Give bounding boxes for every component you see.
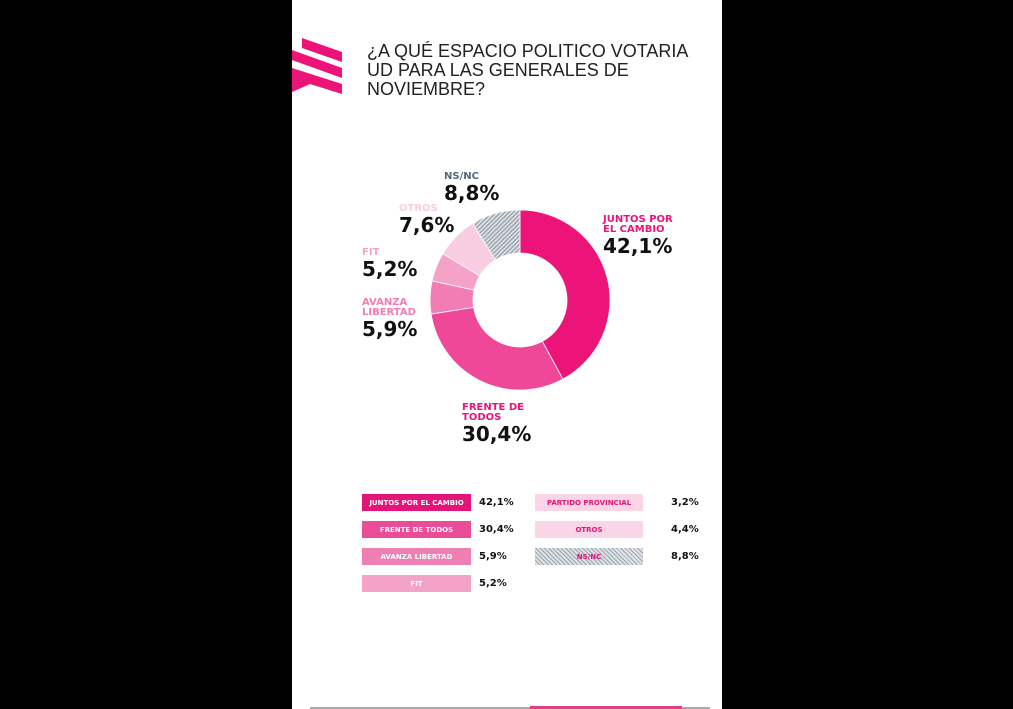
- legend-value: 4,4%: [671, 524, 699, 535]
- label-frente: FRENTE DE TODOS 30,4%: [462, 402, 532, 446]
- legend-value: 5,9%: [479, 551, 507, 562]
- divider: [310, 707, 710, 709]
- legend-swatch: NS/NC: [535, 548, 643, 565]
- legend-value: 30,4%: [479, 524, 514, 535]
- legend-value: 3,2%: [671, 497, 699, 508]
- legend-swatch: FRENTE DE TODOS: [362, 521, 471, 538]
- legend-swatch: AVANZA LIBERTAD: [362, 548, 471, 565]
- label-juntos: JUNTOS POR EL CAMBIO 42,1%: [603, 214, 673, 258]
- label-nsnc: NS/NC 8,8%: [444, 171, 500, 205]
- slice-ns-nc: [472, 209, 521, 261]
- legend-value: 5,2%: [479, 578, 507, 589]
- divider-accent: [530, 706, 682, 709]
- label-fit: FIT 5,2%: [362, 247, 418, 281]
- label-avanza: AVANZA LIBERTAD 5,9%: [362, 297, 418, 341]
- legend-swatch: FIT: [362, 575, 471, 592]
- legend-value: 8,8%: [671, 551, 699, 562]
- infographic-panel: ¿A QUÉ ESPACIO POLITICO VOTARIA UD PARA …: [292, 0, 722, 709]
- label-otros: OTROS 7,6%: [399, 203, 455, 237]
- chart-title: ¿A QUÉ ESPACIO POLITICO VOTARIA UD PARA …: [367, 41, 688, 99]
- legend-swatch: OTROS: [535, 521, 643, 538]
- legend-swatch: JUNTOS POR EL CAMBIO: [362, 494, 471, 511]
- legend-value: 42,1%: [479, 497, 514, 508]
- donut-chart: [429, 209, 611, 391]
- legend-swatch: PARTIDO PROVINCIAL: [535, 494, 643, 511]
- slice-frente-de-todos: [430, 306, 564, 391]
- brand-logo-icon: [292, 38, 342, 94]
- slice-juntos-por-el-cambio: [519, 209, 611, 380]
